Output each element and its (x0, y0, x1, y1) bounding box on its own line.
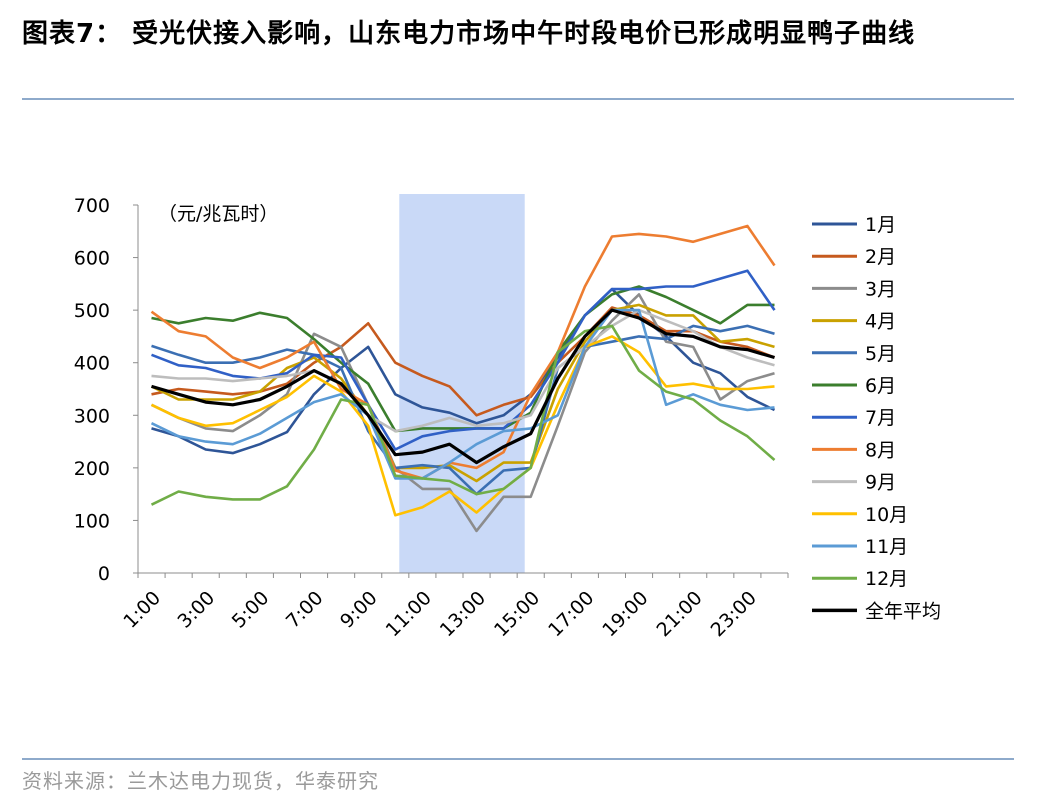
y-tick-label: 100 (74, 510, 110, 532)
legend-label: 9月 (865, 472, 896, 494)
x-tick-label: 21:00 (652, 587, 706, 641)
page-title: 图表7： 受光伏接入影响，山东电力市场中午时段电价已形成明显鸭子曲线 (22, 19, 916, 49)
y-axis-unit-label: （元/兆瓦时） (158, 203, 278, 225)
source-note: 资料来源：兰木达电力现货，华泰研究 (22, 769, 379, 793)
legend-label: 全年平均 (865, 600, 941, 622)
legend-label: 11月 (865, 536, 908, 558)
legend-label: 7月 (865, 407, 896, 429)
x-tick-label: 17:00 (544, 587, 598, 641)
x-tick-label: 1:00 (119, 587, 165, 633)
chart-series-lines (150, 224, 776, 533)
x-tick-label: 5:00 (228, 587, 274, 633)
footer-divider (22, 758, 1014, 760)
x-tick-label: 11:00 (382, 587, 436, 641)
series-line-5 (151, 324, 775, 496)
series-line-4 (150, 303, 775, 483)
y-tick-label: 500 (74, 300, 110, 322)
series-line-12 (150, 324, 776, 506)
legend-label: 4月 (865, 311, 896, 333)
series-line-6 (151, 285, 775, 433)
x-tick-label: 7:00 (282, 587, 328, 633)
title-divider (22, 98, 1014, 100)
legend-label: 8月 (865, 439, 896, 461)
legend-label: 3月 (865, 278, 896, 300)
y-tick-label: 400 (74, 353, 110, 375)
x-tick-label: 9:00 (336, 587, 382, 633)
x-tick-label: 13:00 (436, 587, 490, 641)
x-tick-label: 3:00 (174, 587, 220, 633)
legend-label: 1月 (865, 214, 896, 236)
y-tick-label: 200 (74, 458, 110, 480)
series-line-8 (150, 224, 776, 480)
legend-label: 10月 (865, 504, 908, 526)
y-tick-label: 300 (74, 405, 110, 427)
x-tick-label: 15:00 (490, 587, 544, 641)
x-tick-label: 23:00 (707, 587, 761, 641)
series-line-13 (151, 308, 775, 465)
series-line-9 (151, 308, 775, 433)
series-line-1 (151, 287, 776, 455)
series-line-10 (150, 335, 775, 517)
x-tick-label: 19:00 (598, 587, 652, 641)
y-tick-label: 0 (98, 563, 110, 585)
legend-label: 6月 (865, 375, 896, 397)
midday-highlight-band (399, 194, 525, 573)
series-line-3 (150, 293, 775, 533)
y-tick-label: 700 (74, 195, 110, 217)
legend-label: 5月 (865, 343, 896, 365)
legend-label: 2月 (865, 246, 896, 268)
y-tick-label: 600 (74, 248, 110, 270)
legend-label: 12月 (865, 568, 908, 590)
